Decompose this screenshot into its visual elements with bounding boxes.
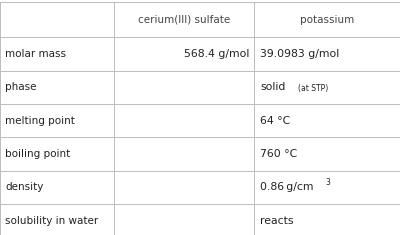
Text: 760 °C: 760 °C xyxy=(260,149,298,159)
Text: 568.4 g/mol: 568.4 g/mol xyxy=(184,49,249,59)
Text: reacts: reacts xyxy=(260,216,294,226)
Text: molar mass: molar mass xyxy=(5,49,66,59)
Text: phase: phase xyxy=(5,82,37,92)
Text: (at STP): (at STP) xyxy=(298,84,329,93)
Text: boiling point: boiling point xyxy=(5,149,70,159)
Text: solid: solid xyxy=(260,82,286,92)
Text: density: density xyxy=(5,182,44,192)
Text: 3: 3 xyxy=(326,178,330,187)
Text: 39.0983 g/mol: 39.0983 g/mol xyxy=(260,49,340,59)
Text: 64 °C: 64 °C xyxy=(260,116,291,125)
Text: cerium(III) sulfate: cerium(III) sulfate xyxy=(138,15,230,25)
Text: potassium: potassium xyxy=(300,15,354,25)
Text: melting point: melting point xyxy=(5,116,75,125)
Text: solubility in water: solubility in water xyxy=(5,216,98,226)
Text: 0.86 g/cm: 0.86 g/cm xyxy=(260,182,314,192)
